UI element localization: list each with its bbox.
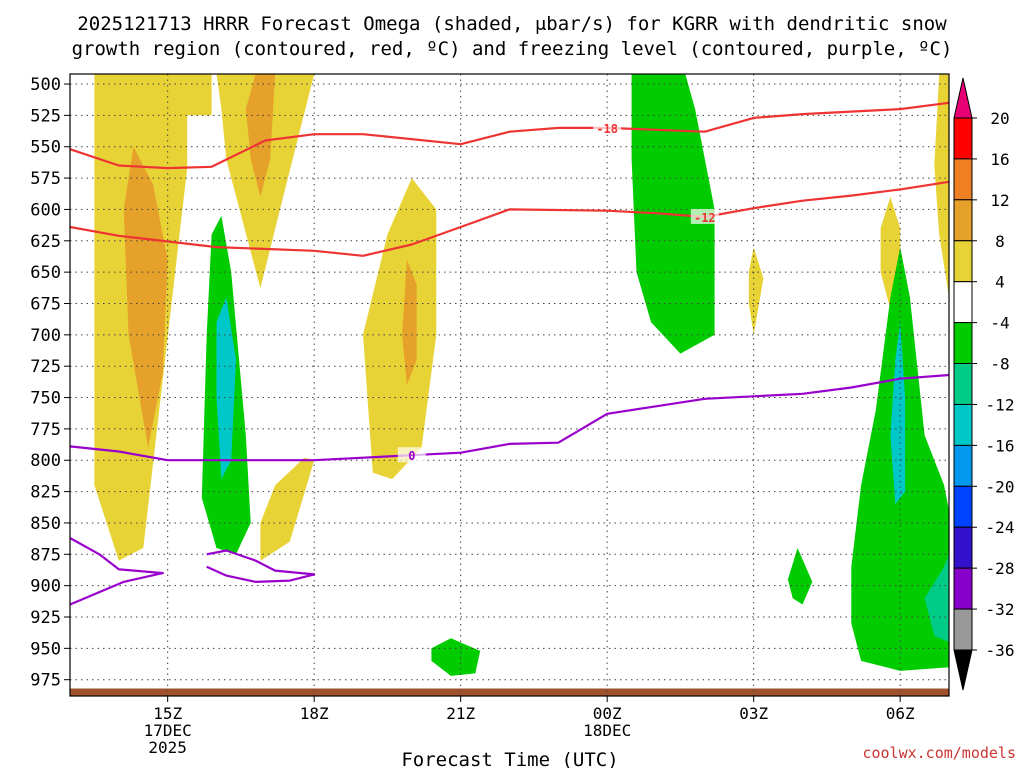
x-tick-label: 2025 — [148, 738, 187, 757]
contour-label-bg — [690, 208, 719, 224]
y-tick-label: 750 — [30, 389, 61, 409]
colorbar-legend: 20 16 12 8 4 -4 -8 -12 -16 -20 -24 -28 -32 -36 — [953, 77, 1015, 691]
chart-title: 2025121713 HRRR Forecast Omega (shaded, … — [72, 13, 953, 60]
x-tick-label: 18DEC — [583, 721, 631, 740]
colorbar-swatch — [953, 404, 973, 446]
contour-label: 0 — [408, 449, 415, 463]
colorbar-swatch — [953, 485, 973, 528]
colorbar-label: -16 — [986, 436, 1015, 455]
colorbar-label: -12 — [986, 395, 1015, 414]
omega-region-9 — [245, 74, 276, 197]
omega-region-10 — [402, 259, 417, 385]
y-tick-label: 975 — [30, 671, 61, 691]
y-tick-label: 650 — [30, 263, 61, 283]
x-tick-label: 03Z — [739, 704, 768, 723]
x-axis-label: Forecast Time (UTC) — [401, 749, 618, 768]
y-axis: 500 525 550 575 600 625 650 675 700 725 750 775 800 8… — [30, 75, 70, 691]
y-tick-label: 525 — [30, 106, 61, 126]
colorbar-label: -32 — [986, 600, 1015, 619]
chart-title-line-1: 2025121713 HRRR Forecast Omega (shaded, … — [77, 13, 947, 35]
omega-region-6 — [748, 247, 764, 335]
contour-label-bg — [593, 119, 622, 135]
credit-text: coolwx.com/models — [862, 744, 1016, 762]
terrain-band — [70, 688, 949, 696]
colorbar-label: 20 — [990, 109, 1009, 128]
omega-shaded-regions — [94, 74, 949, 676]
plot-frame — [69, 73, 950, 697]
y-tick-label: 875 — [30, 545, 61, 565]
contour-line-2 — [69, 373, 950, 462]
y-tick-label: 550 — [30, 138, 61, 158]
colorbar-label: -20 — [986, 477, 1015, 496]
x-tick-label: 00Z — [593, 704, 622, 723]
colorbar-swatch — [953, 608, 973, 651]
omega-region-15 — [787, 548, 813, 605]
x-tick-label: 18Z — [300, 704, 329, 723]
colorbar-swatch — [953, 526, 973, 569]
colorbar-swatch — [953, 240, 973, 283]
contour-label-bg — [397, 447, 426, 463]
colorbar-label: 12 — [990, 191, 1009, 210]
x-tick-label: 15Z — [153, 704, 182, 723]
y-tick-label: 625 — [30, 232, 61, 252]
colorbar-top-arrow — [953, 77, 973, 119]
y-tick-label: 900 — [30, 577, 61, 597]
colorbar-bottom-arrow — [953, 649, 973, 691]
contour-line-4 — [206, 549, 316, 584]
omega-region-18 — [890, 322, 906, 505]
y-tick-label: 825 — [30, 483, 61, 503]
colorbar-swatch — [953, 117, 973, 160]
contour-line-3 — [69, 537, 164, 606]
colorbar-label: 8 — [995, 232, 1005, 251]
colorbar-swatch — [953, 158, 973, 201]
colorbar-swatch — [953, 281, 973, 324]
colorbar-label: 16 — [990, 150, 1009, 169]
colorbar-swatch — [953, 444, 973, 487]
y-tick-label: 575 — [30, 169, 61, 189]
y-tick-label: 700 — [30, 326, 61, 346]
y-tick-label: 600 — [30, 200, 61, 220]
colorbar-label: -28 — [986, 559, 1015, 578]
colorbar-swatch — [953, 322, 973, 365]
omega-region-16 — [924, 554, 949, 643]
omega-region-4 — [363, 178, 437, 480]
omega-region-2 — [216, 74, 315, 289]
contour-lines: -18 -12 0 — [69, 101, 950, 606]
y-tick-label: 925 — [30, 608, 61, 628]
omega-region-5 — [934, 74, 949, 298]
omega-region-8 — [123, 146, 168, 448]
x-tick-label: 06Z — [886, 704, 915, 723]
colorbar-label: -4 — [990, 314, 1009, 333]
terrain-surface — [70, 688, 949, 696]
grid-lines — [70, 74, 949, 696]
colorbar-swatch — [953, 199, 973, 242]
y-tick-label: 950 — [30, 639, 61, 659]
colorbar-label: -36 — [986, 641, 1015, 660]
x-tick-label: 17DEC — [144, 721, 192, 740]
contour-label: -12 — [694, 211, 716, 225]
contour-line-0 — [69, 101, 950, 170]
colorbar-swatch — [953, 567, 973, 610]
colorbar-swatch — [953, 363, 973, 405]
y-tick-label: 850 — [30, 514, 61, 534]
colorbar-label: -8 — [990, 355, 1009, 374]
contour-label: -18 — [596, 122, 618, 136]
omega-region-14 — [431, 638, 481, 676]
colorbar-label: -24 — [986, 518, 1015, 537]
x-tick-label: 21Z — [446, 704, 475, 723]
contour-line-1 — [69, 180, 950, 257]
y-tick-label: 775 — [30, 420, 61, 440]
colorbar-label: 4 — [995, 273, 1005, 292]
chart-title-line-2: growth region (contoured, red, ºC) and f… — [72, 38, 953, 60]
omega-region-17 — [216, 297, 236, 480]
y-tick-label: 500 — [30, 75, 61, 95]
y-tick-label: 800 — [30, 451, 61, 471]
omega-region-3 — [260, 457, 315, 561]
y-tick-label: 675 — [30, 294, 61, 314]
y-tick-label: 725 — [30, 357, 61, 377]
